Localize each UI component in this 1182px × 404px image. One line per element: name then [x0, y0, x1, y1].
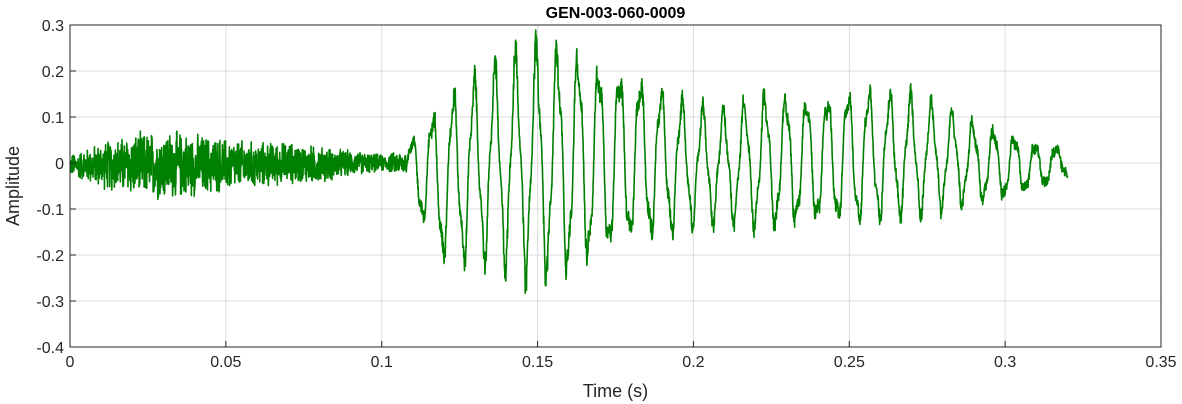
- x-axis-label: Time (s): [583, 381, 648, 401]
- x-tick-label: 0.15: [522, 354, 553, 371]
- y-tick-label: 0.2: [42, 64, 64, 81]
- x-tick-label: 0.25: [834, 354, 865, 371]
- x-tick-label: 0.1: [371, 354, 393, 371]
- y-tick-label: 0: [55, 156, 64, 173]
- y-axis-label: Amplitude: [3, 146, 23, 226]
- y-tick-label: -0.4: [36, 340, 64, 357]
- x-tick-label: 0.3: [994, 354, 1016, 371]
- x-tick-label: 0.35: [1145, 354, 1176, 371]
- x-tick-label: 0.05: [210, 354, 241, 371]
- x-tick-label: 0: [66, 354, 75, 371]
- y-tick-label: 0.3: [42, 18, 64, 35]
- plot-frame: [69, 24, 1162, 348]
- y-tick-label: -0.3: [36, 294, 64, 311]
- x-tick-label: 0.2: [682, 354, 704, 371]
- series-line-amplitude: [69, 29, 1069, 294]
- x-axis-ticks: 0 0.05 0.1 0.15 0.2 0.25 0.3 0.35: [66, 341, 1177, 371]
- y-tick-label: 0.1: [42, 110, 64, 127]
- y-axis-ticks: -0.4 -0.3 -0.2 -0.1 0 0.1 0.2 0.3: [36, 18, 76, 357]
- chart-title: GEN-003-060-0009: [546, 5, 686, 22]
- y-tick-label: -0.1: [36, 202, 64, 219]
- y-tick-label: -0.2: [36, 248, 64, 265]
